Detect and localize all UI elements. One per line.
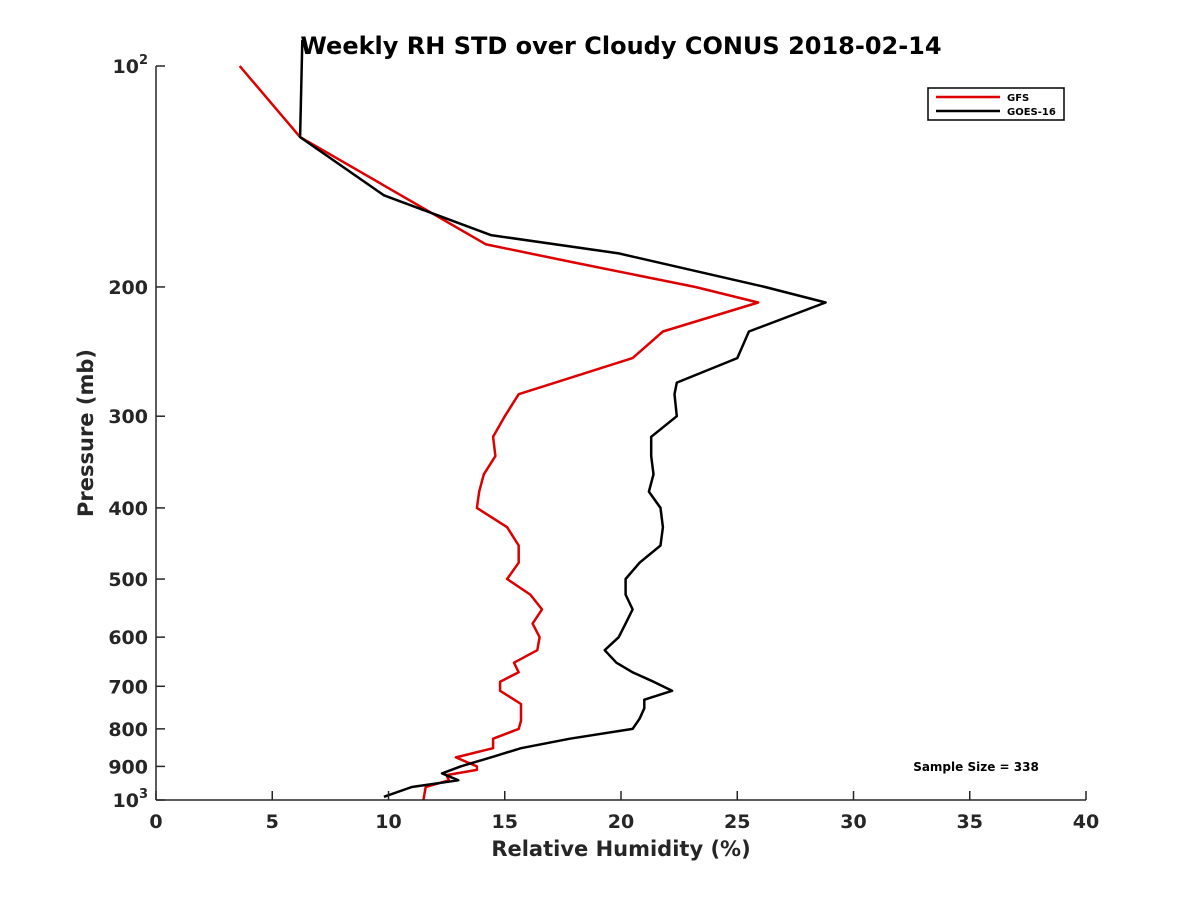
y-tick-label: 200 [108,277,148,299]
y-tick-label: 900 [108,756,148,778]
x-tick-label: 25 [724,811,750,833]
legend-box [927,87,1065,121]
y-axis-label: Pressure (mb) [74,349,98,517]
chart-title: Weekly RH STD over Cloudy CONUS 2018-02-… [300,32,941,60]
x-ticks: 0 5 10 15 20 25 30 35 40 [149,791,1099,833]
legend-label-goes-16: GOES-16 [1007,107,1056,118]
x-tick-label: 30 [840,811,866,833]
y-tick-label: 700 [108,676,148,698]
x-tick-label: 40 [1073,811,1099,833]
y-tick-label: 600 [108,627,148,649]
y-tick-exponent: 2 [139,53,148,68]
y-tick-exponent: 3 [139,787,148,802]
y-tick-label: 300 [108,406,148,428]
x-tick-label: 5 [266,811,279,833]
y-tick-label: 103 [113,787,149,812]
axes [155,66,1086,801]
sample-size-annotation: Sample Size = 338 [913,760,1039,774]
y-tick-label: 102 [113,53,149,78]
x-axis-label: Relative Humidity (%) [491,837,750,861]
legend: GFS GOES-16 [927,87,1065,121]
x-tick-label: 35 [957,811,983,833]
y-tick-label: 500 [108,569,148,591]
x-tick-label: 0 [149,811,162,833]
x-tick-label: 20 [608,811,634,833]
legend-label-gfs: GFS [1007,93,1029,104]
x-tick-label: 15 [492,811,518,833]
series-lines [238,40,827,800]
y-tick-base: 10 [113,56,139,78]
y-tick-label: 400 [108,498,148,520]
y-tick-label: 800 [108,719,148,741]
y-tick-base: 10 [113,790,139,812]
series-line-gfs [238,65,760,800]
x-tick-label: 10 [375,811,401,833]
series-line-goes-16 [298,40,827,798]
